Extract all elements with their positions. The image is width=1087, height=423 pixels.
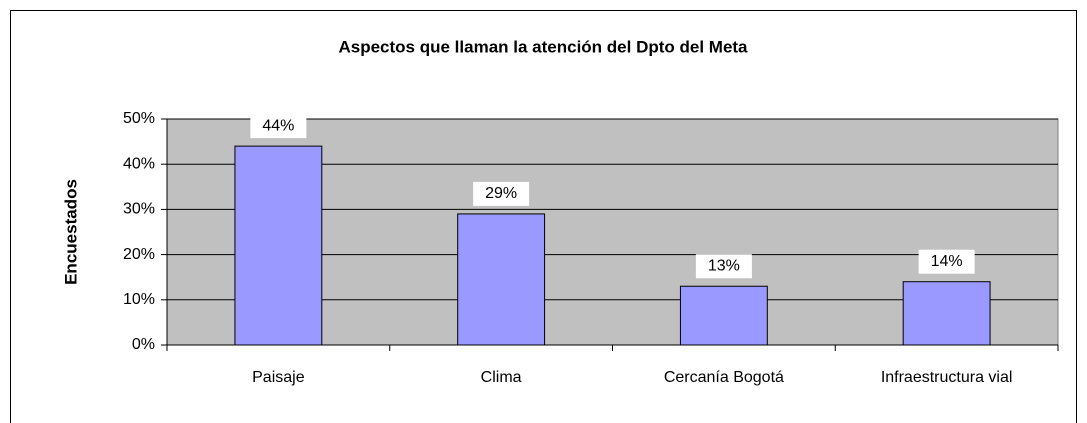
- y-axis-label: Encuestados: [61, 179, 80, 285]
- bar: [902, 281, 991, 346]
- data-label-bg: [918, 249, 975, 274]
- x-tick-label: Paisaje: [252, 369, 305, 386]
- x-tick-label: Infraestructura vial: [881, 369, 1013, 386]
- data-label: 14%: [931, 253, 963, 270]
- data-label-bg: [473, 181, 530, 206]
- data-label: 44%: [262, 117, 294, 134]
- x-tick-label: Clima: [481, 369, 522, 386]
- y-tick-label: 50%: [123, 110, 155, 127]
- data-label: 29%: [485, 185, 517, 202]
- bar: [234, 145, 323, 346]
- data-label-bg: [695, 254, 752, 279]
- y-tick-label: 40%: [123, 155, 155, 172]
- y-tick-label: 20%: [123, 246, 155, 263]
- data-label-bg: [250, 114, 307, 139]
- y-tick-label: 10%: [123, 291, 155, 308]
- y-tick-label: 30%: [123, 201, 155, 218]
- y-tick-label: 0%: [132, 336, 155, 353]
- chart-title: Aspectos que llaman la atención del Dpto…: [338, 37, 748, 56]
- data-label: 13%: [708, 257, 740, 274]
- bar: [457, 213, 546, 346]
- bar: [679, 285, 768, 346]
- x-tick-label: Cercanía Bogotá: [664, 369, 784, 386]
